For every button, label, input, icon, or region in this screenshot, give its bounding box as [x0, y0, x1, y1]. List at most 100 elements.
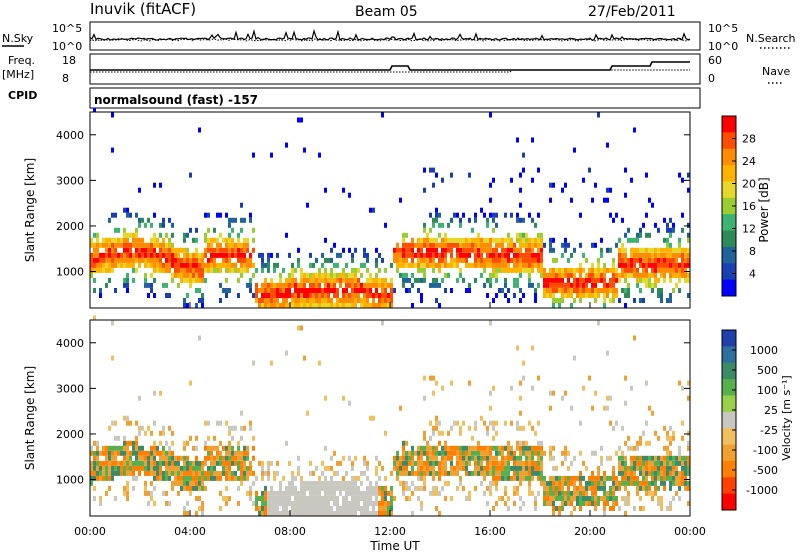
power-cell	[465, 288, 468, 293]
velocity-cell	[108, 475, 111, 481]
velocity-cell	[480, 455, 483, 461]
power-cell	[393, 247, 396, 253]
velocity-cell	[510, 420, 513, 426]
velocity-cell	[552, 465, 555, 471]
velocity-cell	[225, 420, 228, 426]
velocity-cell	[186, 501, 189, 506]
power-cell	[225, 237, 228, 243]
velocity-cell	[402, 485, 405, 491]
power-cell	[645, 272, 648, 278]
velocity-cell	[309, 490, 312, 496]
velocity-cell	[300, 480, 303, 486]
velocity-cell	[684, 460, 687, 466]
power-cell	[198, 272, 201, 278]
power-cell	[231, 267, 234, 273]
power-cell	[540, 247, 543, 253]
velocity-cell	[492, 475, 495, 481]
power-cell	[351, 277, 354, 283]
power-cell	[624, 288, 627, 293]
power-cell	[204, 212, 207, 218]
velocity-cell	[270, 511, 273, 516]
power-cell	[252, 293, 255, 298]
power-cell	[405, 272, 408, 278]
velocity-cell	[486, 470, 489, 476]
velocity-cell	[156, 445, 159, 451]
velocity-cell	[672, 460, 675, 466]
power-cell	[531, 257, 534, 263]
velocity-cell	[558, 475, 561, 481]
power-cell	[273, 282, 276, 288]
power-cell	[276, 262, 279, 268]
velocity-cell	[114, 465, 117, 471]
velocity-cell	[459, 445, 462, 451]
power-cell	[585, 288, 588, 293]
velocity-cell	[186, 470, 189, 476]
cpid-frame	[89, 87, 701, 109]
velocity-cell	[615, 485, 618, 491]
power-cell	[126, 212, 129, 218]
velocity-cell	[111, 475, 114, 481]
power-cell	[159, 222, 162, 228]
velocity-cell	[243, 465, 246, 471]
power-cell	[642, 267, 645, 273]
power-cell	[603, 277, 606, 283]
power-cell	[435, 247, 438, 253]
velocity-cell	[240, 450, 243, 456]
velocity-cell	[162, 455, 165, 461]
power-cell	[150, 242, 153, 248]
power-cell	[324, 187, 327, 193]
power-cell	[105, 267, 108, 273]
power-cell	[423, 262, 426, 268]
power-cell	[585, 293, 588, 298]
power-cell	[153, 232, 156, 238]
velocity-cell	[135, 445, 138, 451]
velocity-cell	[177, 460, 180, 466]
power-cell	[519, 242, 522, 248]
power-cell	[507, 257, 510, 263]
power-cell	[291, 282, 294, 288]
velocity-cell	[405, 460, 408, 466]
power-cell	[276, 282, 279, 288]
velocity-cell	[138, 395, 141, 401]
velocity-cell	[297, 470, 300, 476]
velocity-cell	[315, 506, 318, 511]
power-cell	[252, 227, 255, 233]
power-cell	[237, 232, 240, 238]
power-cell	[384, 303, 387, 308]
velocity-cell	[573, 475, 576, 481]
power-cell	[90, 257, 93, 263]
velocity-cell	[267, 511, 270, 516]
power-cell	[663, 237, 666, 243]
power-cell	[570, 267, 573, 273]
power-cell	[237, 252, 240, 258]
power-cell	[291, 267, 294, 273]
power-cell	[507, 252, 510, 258]
freq-label: Freq.	[8, 54, 35, 67]
power-cell	[489, 212, 492, 218]
velocity-cell	[156, 465, 159, 471]
power-cell	[402, 277, 405, 283]
velocity-cell	[126, 440, 129, 446]
velocity-cell	[222, 455, 225, 461]
power-cell	[312, 262, 315, 268]
power-cell	[684, 262, 687, 268]
power-cell	[156, 267, 159, 273]
power-cell	[522, 293, 525, 298]
power-cell	[201, 303, 204, 308]
power-cell	[507, 298, 510, 303]
velocity-cell	[327, 511, 330, 516]
power-cell	[96, 252, 99, 258]
power-cell	[447, 222, 450, 228]
velocity-cell	[318, 496, 321, 501]
power-cell	[246, 257, 249, 263]
power-cell	[549, 197, 552, 203]
velocity-cell	[501, 496, 504, 501]
velocity-cell	[468, 490, 471, 496]
power-cell	[648, 282, 651, 288]
power-cell	[390, 288, 393, 293]
velocity-cell	[627, 496, 630, 501]
power-cell	[612, 298, 615, 303]
power-cell	[489, 262, 492, 268]
velocity-cell	[468, 455, 471, 461]
power-cell	[684, 247, 687, 253]
